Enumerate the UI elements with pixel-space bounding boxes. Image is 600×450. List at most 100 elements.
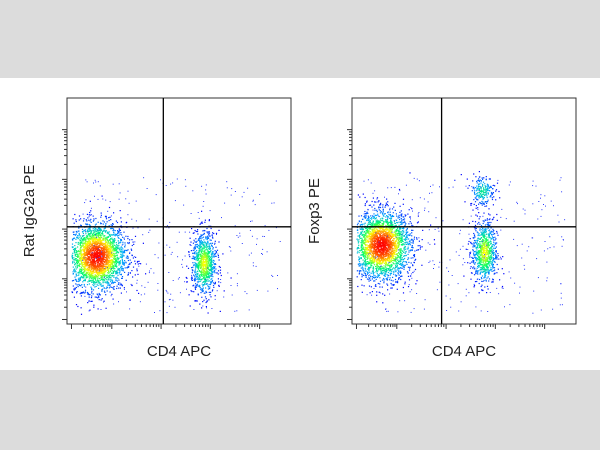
- event-dot: [111, 254, 113, 257]
- event-dot: [393, 253, 395, 255]
- event-dot: [366, 258, 368, 260]
- event-dot: [378, 209, 380, 211]
- event-dot: [191, 276, 193, 278]
- event-dot: [120, 225, 122, 227]
- event-dot: [102, 223, 104, 225]
- event-dot: [199, 303, 201, 305]
- event-dot: [97, 254, 99, 256]
- event-dot: [210, 296, 212, 298]
- event-dot: [231, 188, 233, 190]
- event-dot: [80, 247, 82, 249]
- event-dot: [404, 246, 407, 248]
- event-dot: [101, 285, 103, 287]
- event-dot: [100, 214, 102, 216]
- event-dot: [199, 237, 201, 239]
- event-dot: [236, 235, 238, 236]
- event-dot: [399, 230, 401, 232]
- event-dot: [111, 237, 113, 239]
- event-dot: [226, 187, 228, 189]
- event-dot: [209, 251, 211, 253]
- event-dot: [109, 248, 111, 250]
- event-dot: [87, 238, 89, 240]
- event-dot: [123, 264, 125, 266]
- event-dot: [108, 283, 110, 285]
- event-dot: [129, 262, 131, 264]
- event-dot: [121, 266, 123, 268]
- event-dot: [81, 259, 83, 261]
- event-dot: [208, 277, 210, 279]
- event-dot: [377, 213, 379, 215]
- event-dot: [103, 272, 105, 274]
- event-dot: [108, 272, 110, 274]
- event-dot: [390, 225, 392, 227]
- event-dot: [91, 237, 93, 239]
- event-dot: [397, 272, 399, 274]
- event-dot: [90, 231, 92, 233]
- event-dot: [73, 296, 75, 298]
- event-dot: [196, 278, 198, 280]
- event-dot: [197, 212, 199, 213]
- event-dot: [100, 272, 102, 275]
- event-dot: [91, 287, 93, 289]
- event-dot: [207, 267, 209, 269]
- event-dot: [71, 257, 74, 259]
- event-dot: [212, 289, 214, 291]
- event-dot: [92, 277, 94, 279]
- event-dot: [371, 254, 373, 256]
- event-dot: [377, 242, 379, 244]
- event-dot: [101, 252, 103, 254]
- event-dot: [88, 238, 90, 240]
- event-dot: [178, 231, 180, 233]
- event-dot: [207, 268, 209, 270]
- event-dot: [112, 241, 114, 243]
- event-dot: [101, 289, 103, 291]
- event-dot: [357, 250, 359, 252]
- event-dot: [135, 256, 137, 258]
- event-dot: [166, 291, 168, 293]
- event-dot: [364, 216, 366, 218]
- event-dot: [165, 185, 167, 186]
- event-dot: [389, 229, 391, 231]
- event-dot: [93, 245, 95, 247]
- event-dot: [77, 261, 79, 263]
- event-dot: [84, 253, 86, 255]
- event-dot: [172, 182, 174, 184]
- event-dot: [209, 294, 211, 296]
- event-dot: [92, 269, 94, 271]
- event-dot: [367, 247, 369, 249]
- event-dot: [198, 280, 200, 283]
- event-dot: [83, 256, 85, 258]
- event-dot: [110, 281, 112, 283]
- event-dot: [143, 177, 145, 179]
- event-dot: [384, 270, 387, 272]
- event-dot: [198, 274, 200, 276]
- event-dot: [381, 259, 383, 261]
- event-dot: [213, 268, 215, 270]
- event-dot: [88, 256, 90, 258]
- event-dot: [78, 215, 81, 217]
- event-dot: [405, 214, 407, 216]
- event-dot: [110, 268, 112, 271]
- event-dot: [252, 262, 254, 264]
- event-dot: [104, 252, 106, 254]
- event-dot: [210, 244, 213, 246]
- event-dot: [208, 253, 210, 255]
- event-dot: [376, 209, 378, 211]
- event-dot: [113, 256, 115, 258]
- event-dot: [110, 248, 112, 251]
- event-dot: [140, 263, 142, 265]
- event-dot: [368, 217, 370, 219]
- event-dot: [101, 236, 103, 238]
- event-dot: [88, 277, 90, 279]
- event-dot: [403, 268, 405, 270]
- event-dot: [122, 261, 124, 263]
- event-dot: [128, 202, 130, 204]
- event-dot: [395, 281, 397, 283]
- event-dot: [370, 272, 372, 274]
- event-dot: [215, 250, 217, 253]
- event-dot: [119, 273, 121, 276]
- event-dot: [108, 266, 110, 268]
- event-dot: [373, 262, 375, 264]
- event-dot: [101, 276, 103, 278]
- event-dot: [100, 241, 102, 243]
